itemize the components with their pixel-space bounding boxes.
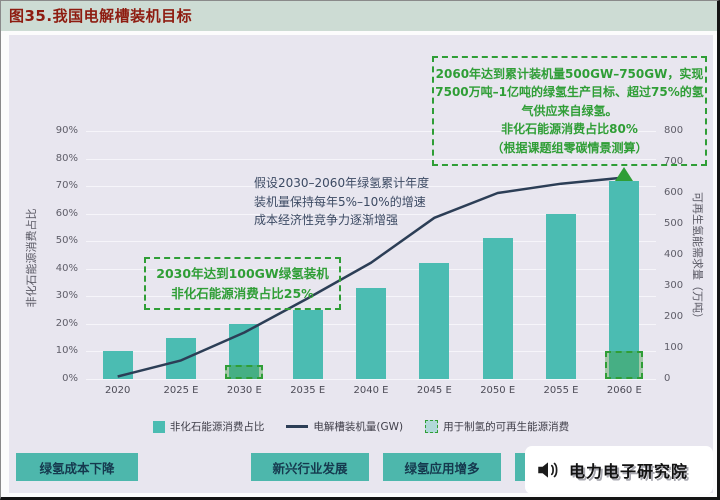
watermark: 电力电子研究院 (525, 446, 713, 494)
right-axis-tick: 500 (664, 218, 684, 229)
flow-box-emerging-industry-growth: 新兴行业发展 (251, 453, 369, 481)
annotation-2030-target: 2030年达到100GW绿氢装机 非化石能源消费占比25% (144, 257, 341, 310)
x-axis-tick: 2060 E (606, 385, 642, 396)
bar (546, 213, 576, 379)
legend-swatch-dash (425, 420, 439, 433)
gridline (86, 158, 656, 160)
x-axis-tick: 2025 E (163, 385, 199, 396)
bar (356, 288, 386, 379)
legend-item: 非化石能源消费占比 (152, 419, 265, 434)
figure-title: 图35.我国电解槽装机目标 (1, 1, 717, 31)
left-axis-tick: 80% (55, 152, 78, 164)
speaker-icon (535, 457, 561, 483)
x-axis-tick: 2055 E (543, 385, 579, 396)
annotation-2060-target: 2060年达到累计装机量500GW–750GW，实现7500万吨–1亿吨的绿氢生… (432, 56, 707, 166)
legend-label: 用于制氢的可再生能源消费 (443, 421, 570, 433)
right-axis-tick: 700 (664, 156, 684, 167)
right-axis-tick: 300 (664, 280, 684, 291)
peak-triangle-marker (615, 166, 634, 181)
x-axis-tick: 2020 (104, 385, 131, 396)
bar (609, 180, 640, 379)
annotation-2030-target-text: 2030年达到100GW绿氢装机 非化石能源消费占比25% (156, 266, 329, 301)
bar (166, 337, 196, 379)
left-axis-tick: 0% (62, 373, 78, 384)
left-axis-tick: 40% (55, 262, 78, 274)
capacity-line (117, 176, 625, 378)
plot-area: 0% 10% 20% 30% 40% 50% 60% 70% 80% 90% 0 100 200 300 4… (56, 125, 683, 396)
legend-swatch-bar (152, 420, 165, 433)
left-axis-title: 非化石能源消费占比 (25, 208, 38, 308)
left-axis-tick: 50% (55, 235, 78, 247)
gridline (86, 213, 656, 215)
left-axis-tick: 20% (55, 317, 78, 329)
flow-box-green-hydrogen-cost-decline: 绿氢成本下降 (16, 453, 138, 481)
gridline (86, 379, 656, 380)
bar (419, 263, 450, 379)
legend-swatch-line (286, 425, 309, 428)
x-axis-tick: 2045 E (416, 385, 452, 396)
legend-label: 电解槽装机量(GW) (313, 421, 404, 433)
right-axis-tick: 800 (664, 125, 684, 136)
left-axis-tick: 30% (55, 290, 78, 302)
gridline (86, 131, 656, 132)
legend-label: 非化石能源消费占比 (169, 421, 265, 433)
gridline (86, 268, 656, 270)
gridline (86, 186, 656, 188)
x-axis-tick: 2040 E (353, 385, 389, 396)
right-axis-tick: 100 (664, 342, 684, 353)
x-axis-tick: 2030 E (226, 385, 262, 396)
flow-box-green-hydrogen-applications: 绿氢应用增多 (383, 453, 501, 481)
left-axis-tick: 90% (55, 125, 78, 136)
x-axis-tick: 2035 E (290, 385, 326, 396)
hydrogen-consumption-marker (225, 365, 264, 379)
hydrogen-consumption-marker (605, 351, 644, 379)
bar (482, 238, 513, 379)
right-axis-tick: 400 (664, 249, 684, 260)
annotation-2060-target-text: 2060年达到累计装机量500GW–750GW，实现7500万吨–1亿吨的绿氢生… (435, 66, 704, 155)
left-axis-tick: 60% (55, 207, 78, 219)
watermark-text: 电力电子研究院 (569, 462, 689, 481)
right-axis-tick: 600 (664, 187, 684, 198)
left-axis-tick: 10% (55, 345, 78, 357)
legend-item: 电解槽装机量(GW) (286, 419, 403, 434)
chart-panel: 非化石能源消费占比 可再生氢能需求量（万吨） 0% 10% 20% 30% 40% 50%… (9, 35, 713, 493)
annotation-growth-assumption: 假设2030–2060年绿氢累计年度 装机量保持每年5%–10%的增速 成本经济… (254, 176, 430, 228)
x-axis-tick: 2050 E (480, 385, 516, 396)
bar (292, 310, 323, 379)
legend-item: 用于制氢的可再生能源消费 (425, 419, 569, 434)
left-axis-tick: 70% (55, 180, 78, 192)
right-axis-tick: 200 (664, 311, 684, 322)
gridline (86, 241, 656, 243)
right-axis-tick: 0 (664, 373, 671, 384)
chart-legend: 非化石能源消费占比 电解槽装机量(GW) 用于制氢的可再生能源消费 (9, 419, 713, 434)
